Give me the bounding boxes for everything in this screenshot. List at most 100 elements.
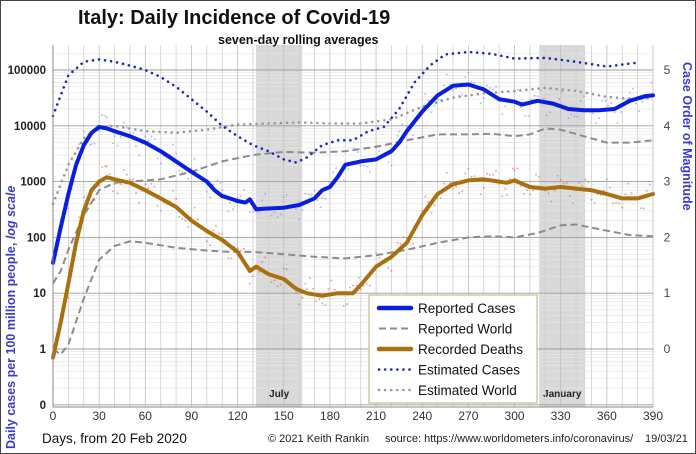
daily-data-point bbox=[362, 284, 365, 287]
series-line-reported-world bbox=[52, 127, 654, 284]
daily-data-point bbox=[433, 204, 436, 207]
daily-data-point bbox=[527, 114, 530, 117]
daily-data-point bbox=[362, 164, 365, 167]
daily-data-point bbox=[387, 161, 390, 164]
source: source: https://www.worldometers.info/co… bbox=[385, 433, 634, 445]
daily-data-point bbox=[335, 167, 338, 170]
daily-data-point bbox=[101, 166, 104, 169]
daily-data-point bbox=[390, 164, 393, 167]
daily-data-point bbox=[301, 209, 304, 212]
daily-data-point bbox=[193, 206, 196, 209]
series-line-estimated-world bbox=[51, 86, 655, 206]
daily-data-point bbox=[172, 143, 174, 146]
daily-data-point bbox=[467, 167, 470, 170]
daily-data-point bbox=[405, 125, 408, 128]
legend-label: Recorded Deaths bbox=[418, 342, 523, 357]
daily-data-point bbox=[264, 192, 267, 195]
daily-data-point bbox=[592, 112, 594, 115]
right-tick-label: 2 bbox=[664, 230, 671, 244]
x-tick-label: 210 bbox=[366, 409, 386, 423]
daily-data-point bbox=[433, 104, 436, 107]
daily-data-point bbox=[295, 291, 298, 294]
daily-data-point bbox=[578, 182, 581, 185]
daily-data-point bbox=[116, 144, 119, 147]
daily-data-point bbox=[602, 189, 605, 192]
x-tick-label: 300 bbox=[505, 409, 525, 423]
y-tick-label: 10000 bbox=[14, 121, 46, 133]
daily-data-point bbox=[427, 99, 430, 102]
y-tick-label: 10 bbox=[33, 288, 46, 300]
daily-data-point bbox=[632, 87, 634, 90]
y-axis-label-main: Daily cases per 100 million people, bbox=[4, 239, 18, 449]
daily-data-point bbox=[282, 267, 285, 270]
daily-data-point bbox=[273, 279, 276, 282]
x-tick-label: 330 bbox=[551, 409, 571, 423]
daily-data-point bbox=[138, 154, 141, 157]
right-tick-label: 5 bbox=[664, 63, 671, 77]
daily-data-point bbox=[442, 182, 445, 185]
band-label: January bbox=[543, 389, 582, 400]
daily-data-point bbox=[67, 296, 70, 299]
daily-data-point bbox=[570, 113, 573, 116]
daily-data-point bbox=[221, 232, 224, 235]
daily-data-point bbox=[316, 199, 319, 202]
daily-data-point bbox=[181, 170, 184, 173]
daily-data-point bbox=[587, 181, 590, 184]
daily-data-point bbox=[282, 196, 285, 199]
daily-data-point bbox=[113, 135, 116, 138]
daily-data-point bbox=[368, 170, 371, 173]
daily-data-point bbox=[610, 102, 613, 105]
daily-data-point bbox=[365, 165, 368, 168]
daily-data-point bbox=[301, 296, 304, 299]
daily-data-point bbox=[482, 187, 485, 190]
daily-data-point bbox=[488, 173, 491, 176]
daily-data-point bbox=[424, 195, 427, 198]
daily-data-point bbox=[193, 157, 196, 160]
x-axis-label: Days, from 20 Feb 2020 bbox=[42, 431, 187, 446]
daily-data-point bbox=[525, 189, 528, 192]
daily-data-point bbox=[535, 173, 538, 176]
daily-data-point bbox=[464, 75, 467, 78]
daily-data-point bbox=[538, 175, 541, 178]
daily-data-point bbox=[595, 122, 598, 125]
daily-data-point bbox=[567, 117, 570, 120]
y-tick-label: 100 bbox=[27, 232, 46, 244]
daily-data-point bbox=[181, 217, 184, 220]
daily-data-point bbox=[128, 131, 131, 134]
daily-data-point bbox=[533, 94, 536, 97]
daily-data-point bbox=[461, 190, 464, 193]
daily-data-point bbox=[412, 134, 414, 137]
daily-data-point bbox=[319, 206, 322, 209]
daily-data-point bbox=[147, 139, 150, 142]
daily-data-point bbox=[548, 111, 551, 114]
x-tick-label: 360 bbox=[597, 409, 617, 423]
daily-data-point bbox=[430, 111, 433, 114]
daily-data-point bbox=[122, 121, 125, 124]
daily-data-point bbox=[135, 145, 138, 148]
daily-data-point bbox=[412, 242, 414, 245]
daily-data-point bbox=[458, 192, 461, 195]
daily-data-point bbox=[452, 89, 454, 92]
daily-data-point bbox=[519, 185, 522, 188]
daily-data-point bbox=[613, 111, 616, 114]
band-label: July bbox=[269, 389, 289, 400]
daily-data-point bbox=[402, 236, 405, 239]
daily-data-point bbox=[119, 183, 122, 186]
daily-data-point bbox=[536, 95, 539, 98]
daily-data-point bbox=[264, 256, 267, 259]
daily-data-point bbox=[641, 100, 644, 103]
daily-data-point bbox=[196, 168, 199, 171]
daily-data-point bbox=[650, 81, 653, 84]
daily-data-point bbox=[327, 288, 330, 291]
daily-data-point bbox=[355, 284, 358, 287]
daily-data-point bbox=[153, 185, 156, 188]
daily-data-point bbox=[501, 195, 504, 198]
daily-data-point bbox=[318, 298, 321, 301]
right-tick-label: 1 bbox=[664, 286, 671, 300]
x-tick-label: 390 bbox=[643, 409, 663, 423]
daily-data-point bbox=[252, 210, 254, 213]
right-axis-label: Case Order of Magnitude bbox=[680, 62, 694, 211]
daily-data-point bbox=[156, 157, 159, 160]
daily-data-point bbox=[248, 282, 251, 285]
daily-data-point bbox=[175, 152, 178, 155]
